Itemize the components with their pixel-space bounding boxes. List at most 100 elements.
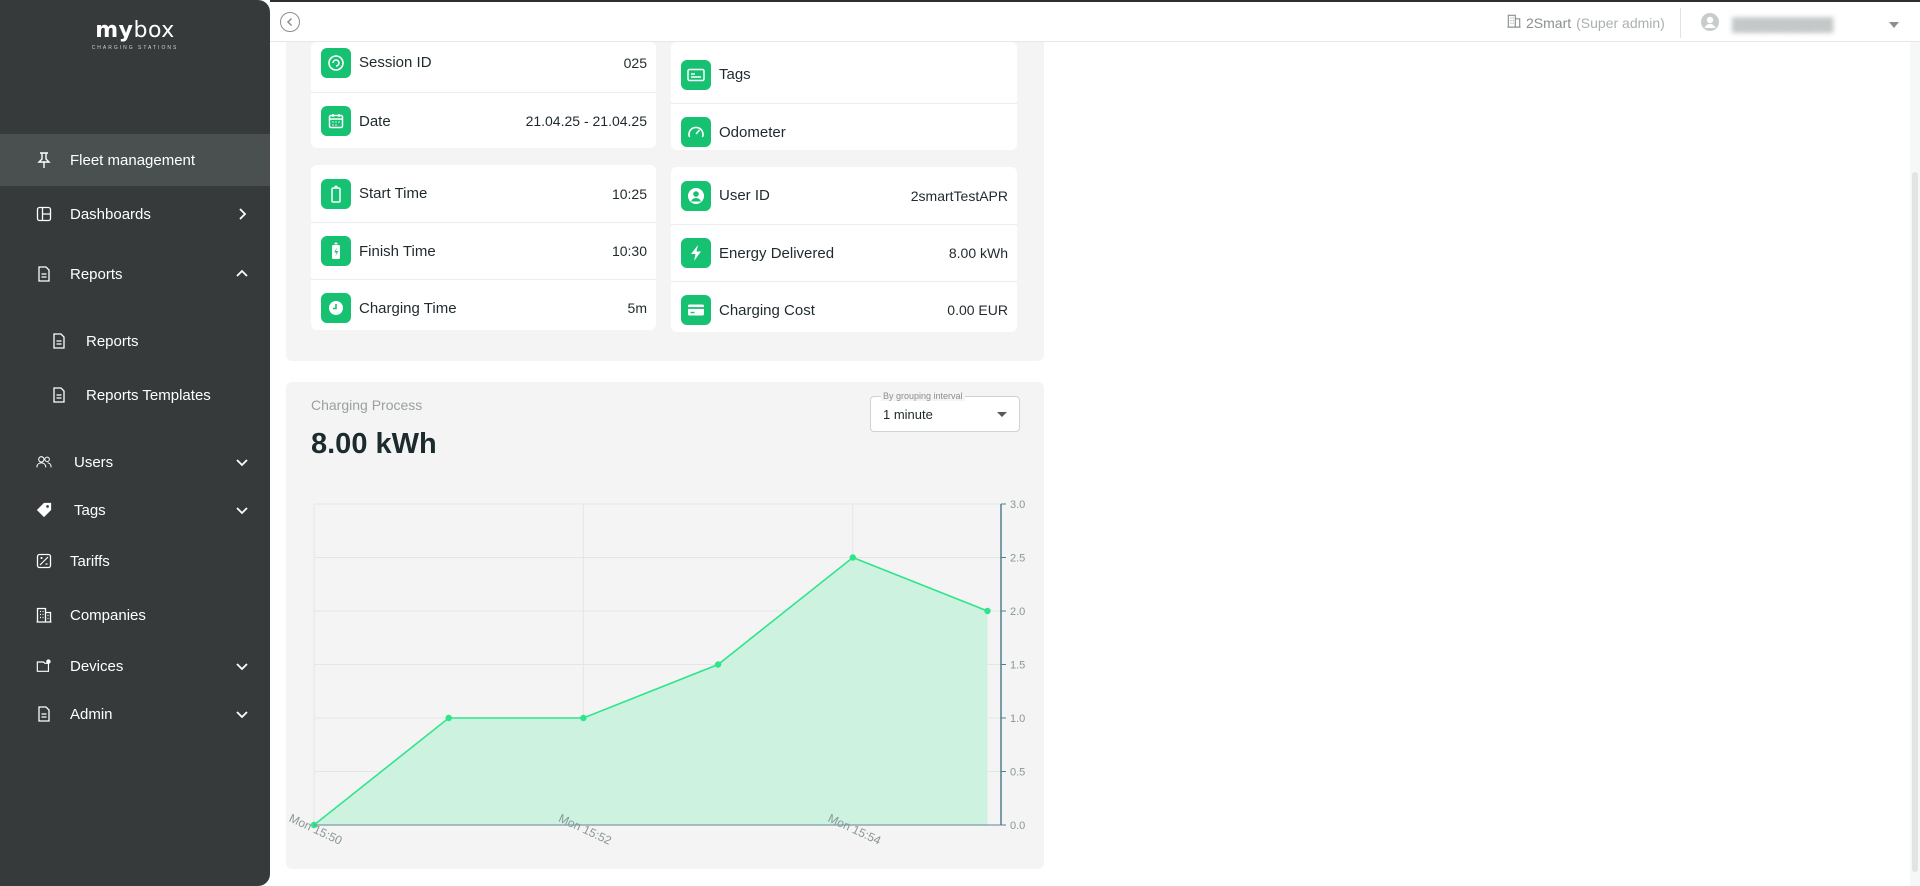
date-row: Date 21.04.25 - 21.04.25 [311, 92, 656, 149]
clock-icon [321, 293, 351, 323]
sidebar-item-reports[interactable]: Reports [0, 248, 270, 300]
tag-icon [36, 502, 52, 518]
sidebar-item-users[interactable]: Users [0, 436, 270, 488]
sidebar-item-label: Companies [70, 606, 146, 624]
sidebar-item-devices[interactable]: Devices [0, 640, 270, 692]
divider [1680, 8, 1681, 38]
company-name: 2Smart [1526, 14, 1572, 31]
data-point [984, 607, 991, 615]
user-name: ███████████ [1732, 17, 1834, 32]
row-label: Date [359, 112, 391, 130]
logo-text-bold: my [95, 18, 134, 43]
data-point [714, 661, 722, 668]
tariff-icon [36, 553, 52, 569]
chevron-down-icon[interactable] [1888, 16, 1900, 34]
time-card: Start Time 10:25 Finish Time 10:30 Charg… [311, 165, 656, 330]
battery-icon [321, 178, 351, 209]
energy-total: 8.00 kWh [311, 428, 437, 460]
y-tick-label: 2.0 [1010, 606, 1025, 618]
row-value: 21.04.25 - 21.04.25 [525, 113, 647, 129]
caret-down-icon [997, 412, 1007, 417]
row-label: User ID [719, 187, 770, 204]
sidebar-subitem-reports[interactable]: Reports [0, 315, 270, 367]
data-point [445, 714, 452, 722]
chevron-down-icon [234, 658, 250, 674]
y-tick-label: 3.0 [1010, 499, 1025, 511]
logo-text-light: box [133, 18, 175, 43]
avatar-icon [1700, 12, 1720, 37]
chevron-down-icon [234, 454, 250, 470]
charging-process-panel: Charging Process 8.00 kWh By grouping in… [286, 382, 1044, 869]
charging-time-row: Charging Time 5m [311, 279, 656, 336]
document-icon [51, 333, 67, 349]
card-icon [681, 295, 711, 325]
data-point [849, 554, 856, 561]
sidebar-subitem-reports-templates[interactable]: Reports Templates [0, 369, 270, 421]
dashboard-icon [36, 206, 52, 222]
select-label: By grouping interval [881, 391, 965, 401]
session-extra-card: Tags Odometer [671, 42, 1017, 150]
grouping-interval-select[interactable]: By grouping interval 1 minute [870, 391, 1020, 432]
scrollbar[interactable] [1910, 42, 1920, 886]
document-icon [36, 706, 52, 722]
sidebar-item-dashboards[interactable]: Dashboards [0, 188, 270, 240]
y-tick-label: 0.0 [1010, 820, 1025, 832]
chevron-right-icon [234, 206, 250, 222]
y-tick-label: 1.0 [1010, 713, 1025, 725]
select-value: 1 minute [883, 407, 933, 422]
session-id-row: Session ID 025 [311, 34, 656, 91]
calendar-icon [321, 106, 351, 136]
sidebar-item-label: Tariffs [70, 552, 110, 570]
row-value: 025 [623, 54, 647, 71]
sidebar-item-admin[interactable]: Admin [0, 688, 270, 740]
user-id-row: User ID 2smartTestAPR [671, 167, 1017, 224]
sidebar-item-label: Reports Templates [86, 386, 211, 404]
user-menu[interactable]: ███████████ [1700, 12, 1833, 37]
session-info-card: Session ID 025 Date 21.04.25 - 21.04.25 [311, 42, 656, 148]
company-selector[interactable]: 2Smart (Super admin) [1507, 14, 1665, 31]
session-icon [321, 47, 351, 78]
odometer-icon [681, 117, 711, 147]
sidebar-item-label: Fleet management [70, 151, 196, 169]
row-value: 0.00 EUR [947, 302, 1008, 318]
building-icon [36, 607, 52, 623]
y-tick-label: 2.5 [1010, 553, 1025, 565]
chevron-down-icon [234, 502, 250, 518]
document-icon [51, 387, 67, 403]
charging-cost-row: Charging Cost 0.00 EUR [671, 281, 1017, 338]
user-role: (Super admin) [1576, 14, 1665, 31]
tag-card-icon [681, 59, 711, 90]
logo[interactable]: mybox CHARGING STATIONS [0, 18, 270, 51]
logo-tagline: CHARGING STATIONS [91, 45, 179, 51]
sidebar-item-tags[interactable]: Tags [0, 484, 270, 536]
chevron-up-icon [234, 266, 250, 282]
tags-row: Tags [671, 46, 1017, 103]
sidebar-item-label: Users [74, 453, 114, 471]
sidebar-item-label: Tags [74, 501, 106, 519]
chart-title: Charging Process [311, 397, 423, 413]
sidebar-item-tariffs[interactable]: Tariffs [0, 535, 270, 587]
series-line [313, 556, 988, 826]
row-label: Session ID [359, 54, 432, 71]
sidebar-item-companies[interactable]: Companies [0, 589, 270, 641]
session-details-panel: Session ID 025 Date 21.04.25 - 21.04.25 … [286, 42, 1044, 361]
y-tick-label: 1.5 [1010, 660, 1025, 672]
back-icon[interactable] [280, 12, 300, 32]
row-label: Charging Cost [719, 301, 815, 319]
sidebar-item-label: Reports [86, 332, 139, 350]
sidebar-item-label: Devices [70, 657, 124, 675]
energy-card: User ID 2smartTestAPR Energy Delivered 8… [671, 167, 1017, 332]
sidebar-item-fleet-management[interactable]: Fleet management [0, 134, 270, 186]
data-point [580, 714, 587, 722]
row-value: 5m [627, 300, 647, 316]
row-label: Odometer [719, 123, 786, 141]
start-time-row: Start Time 10:25 [311, 165, 656, 222]
document-icon [36, 266, 52, 282]
battery-charging-icon [321, 236, 351, 266]
row-label: Energy Delivered [719, 244, 835, 262]
row-label: Start Time [359, 185, 428, 202]
scrollbar-thumb[interactable] [1912, 172, 1918, 872]
pin-icon [36, 152, 52, 168]
row-label: Charging Time [359, 299, 457, 317]
